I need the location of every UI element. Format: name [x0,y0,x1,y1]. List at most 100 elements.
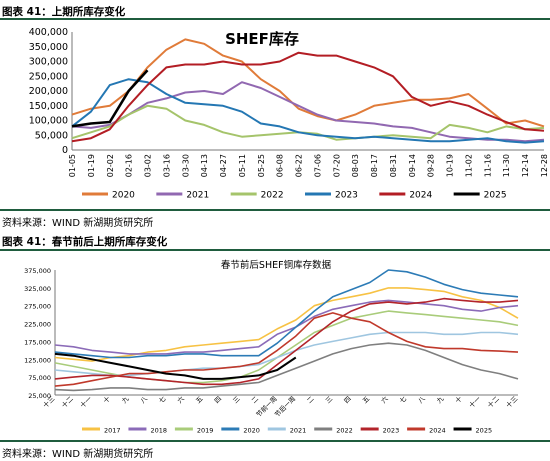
legend-label-2019: 2019 [197,427,214,435]
x-tick-label: 03-16 [162,154,171,177]
y-tick-label: 125,000 [24,356,51,364]
legend-label-2017: 2017 [104,427,121,435]
caption-rule-2 [0,249,550,251]
x-tick-label: 二 [305,394,316,405]
x-tick-label: 03-30 [181,154,190,177]
y-tick-label: 25,000 [28,392,51,400]
x-tick-label: 12-14 [521,154,530,177]
y-tick-label: 200,000 [29,86,68,97]
y-tick-label: 400,000 [29,27,68,38]
x-tick-label: 七 [157,394,168,405]
x-tick-label: 10-19 [446,154,455,177]
chart-shef-inventory: SHEF库存 0 50,000 100,000 150,000 200,000 250,00… [29,27,549,201]
y-tick-label: 350,000 [29,42,68,53]
series-line-2020 [54,269,519,359]
x-tick-label: 11-02 [464,154,473,177]
x-tick-label: 九 [120,394,131,405]
y-tick-label: 300,000 [29,57,68,68]
y-tick-label: 225,000 [24,321,51,329]
caption-rule-1 [0,18,550,20]
y-tick-label: 325,000 [24,285,51,293]
chart-title: 春节前后SHEF铜库存数据 [221,259,332,271]
chart-spring-festival-inventory: 春节前后SHEF铜库存数据 25,000 75,000 125,000 175,000 2… [24,259,520,435]
x-tick-label: 三 [324,394,335,405]
y-tick-label: 100,000 [29,116,68,127]
x-tick-label: 十一 [78,394,94,410]
x-tick-label: 04-13 [200,154,209,177]
x-tick-label: 八 [417,394,428,405]
legend-label-2025: 2025 [484,191,507,201]
x-tick-label: 08-17 [370,154,379,177]
x-tick-label: 二 [250,394,261,405]
y-tick-label: 150,000 [29,101,68,112]
figure-caption-2: 图表 41：春节前后上期所库存变化 [2,236,168,248]
x-tick-label: 十 [101,394,112,405]
x-tick-label: 三 [231,394,242,405]
x-tick-label: 02-02 [106,154,115,177]
legend-label-2020: 2020 [243,427,260,435]
x-tick-label: 03-02 [144,154,153,177]
x-tick-label: 07-06 [313,154,322,177]
y-tick-label: 75,000 [28,374,51,382]
series-line-2024 [71,51,545,143]
y-tick-label: 250,000 [29,71,68,82]
legend-label-2022: 2022 [336,427,353,435]
series-line-2023 [71,78,545,144]
x-tick-label: 十一 [467,394,483,410]
x-tick-label: 五 [194,394,205,405]
y-tick-label: 0 [62,145,68,156]
x-tick-label: 01-05 [68,154,77,177]
legend-label-2022: 2022 [261,191,284,201]
legend-label-2020: 2020 [112,191,135,201]
x-tick-label: 09-14 [408,154,417,177]
source-note-1: 资料来源：WIND 新湖期货研究所 [2,218,154,229]
x-tick-label: 05-25 [257,154,266,177]
legend-label-2023: 2023 [383,427,400,435]
series-line-2024 [54,312,519,387]
series-line-2025 [54,352,297,380]
legend-label-2023: 2023 [335,191,358,201]
x-tick-label: 九 [434,394,445,405]
y-tick-label: 50,000 [35,130,68,141]
chart-title: SHEF库存 [225,30,299,48]
y-tick-label: 375,000 [24,267,51,275]
x-tick-label: 节后一周 [272,394,297,419]
source-rule-1 [0,209,550,211]
series-line-2025 [71,69,149,128]
x-tick-label: 02-16 [125,154,134,177]
legend-label-2024: 2024 [409,191,432,201]
x-tick-label: 08-03 [351,154,360,177]
x-tick-label: 09-28 [427,154,436,177]
source-rule-2 [0,440,550,442]
x-tick-label: 十三 [504,394,520,410]
legend-label-2021: 2021 [290,427,307,435]
x-tick-label: 四 [342,395,352,405]
x-tick-label: 01-19 [87,154,96,177]
x-tick-label: 11-30 [502,154,511,177]
x-tick-label: 五 [361,394,372,405]
series-line-2021 [71,81,545,143]
x-tick-label: 八 [139,394,150,405]
x-tick-label: 十二 [485,394,501,410]
series-line-2020 [71,38,545,128]
legend-label-2018: 2018 [150,427,167,435]
x-tick-label: 七 [397,394,408,405]
x-tick-label: 06-22 [295,154,304,177]
x-tick-label: 十 [453,394,464,405]
series-line-2023 [54,297,519,386]
x-tick-label: 六 [379,394,390,405]
x-tick-label: 04-27 [219,154,228,177]
x-tick-label: 05-11 [238,154,247,177]
legend-label-2025: 2025 [476,427,493,435]
series-line-2018 [54,299,519,355]
y-tick-label: 175,000 [24,338,51,346]
series-line-2022 [54,342,519,392]
figure-caption-1: 图表 41：上期所库存变化 [2,6,126,18]
x-tick-label: 08-31 [389,154,398,177]
x-tick-label: 十二 [59,394,75,410]
y-tick-label: 275,000 [24,303,51,311]
x-tick-label: 11-16 [483,154,492,177]
x-tick-label: 六 [175,394,186,405]
source-note-2: 资料来源：WIND 新湖期货研究所 [2,449,154,460]
x-tick-label: 四 [213,395,223,405]
